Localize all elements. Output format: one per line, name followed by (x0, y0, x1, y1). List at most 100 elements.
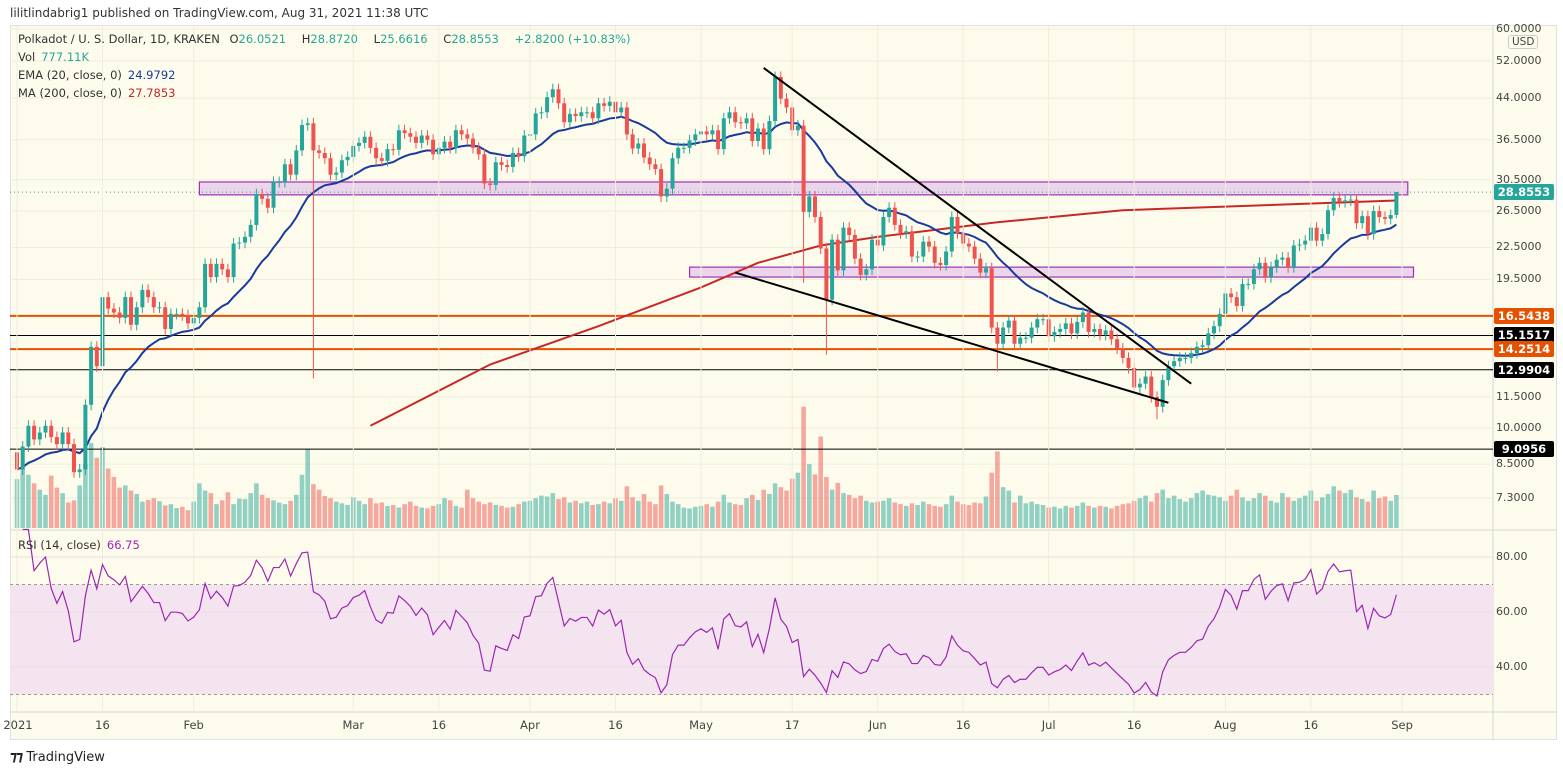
level-price-tag: 16.5438 (1494, 307, 1554, 324)
candle-body (944, 251, 949, 265)
candle-body (1183, 357, 1188, 359)
candle (693, 128, 698, 147)
candle (784, 93, 789, 114)
time-tick-label: Jul (1041, 718, 1056, 732)
volume-bar (294, 494, 299, 528)
candle (881, 211, 886, 252)
candle (72, 438, 76, 478)
candle (1200, 339, 1205, 353)
candle-body (1041, 319, 1045, 321)
volume-bar (208, 493, 214, 528)
volume-bar (476, 501, 481, 528)
candle (522, 130, 527, 162)
volume-bar (345, 505, 350, 528)
candle-body (163, 307, 168, 330)
candle-body (459, 130, 464, 135)
tradingview-logo[interactable]: ⁊⁊ TradingView (10, 749, 105, 765)
volume-bar (128, 490, 134, 528)
volume-bar (31, 483, 37, 528)
candle (379, 152, 384, 167)
volume-bar (1371, 490, 1376, 528)
legend-ema[interactable]: EMA (20, close, 0) 24.9792 (18, 68, 181, 82)
vol-label: Vol (18, 50, 36, 64)
candle-body (932, 246, 937, 263)
candle (1018, 332, 1023, 350)
currency-badge[interactable]: USD (1508, 35, 1539, 49)
candle (54, 431, 59, 450)
volume-bar (111, 476, 117, 528)
candle-body (1115, 339, 1120, 349)
volume-bar (1149, 501, 1154, 528)
candle (1109, 324, 1114, 345)
volume-bar (197, 483, 202, 528)
volume-bar (618, 500, 624, 528)
candle-body (881, 217, 886, 246)
price-tick-label: 19.5000 (1496, 272, 1542, 286)
candle (37, 426, 42, 446)
volume-bar (453, 505, 459, 528)
candle (408, 127, 413, 143)
candle-body (374, 147, 379, 159)
candle-body (921, 241, 926, 257)
time-tick-label: Apr (520, 718, 540, 732)
candle (1069, 317, 1074, 339)
candle-body (1189, 353, 1194, 358)
volume-bar (675, 504, 681, 528)
candle (168, 308, 173, 335)
candle (334, 167, 339, 181)
candle-body (129, 297, 133, 325)
candle-body (1269, 267, 1273, 278)
candle (1115, 333, 1120, 355)
candle (676, 142, 681, 164)
candle-body (955, 217, 960, 234)
volume-bar (687, 508, 692, 528)
candle (322, 147, 327, 164)
candle-body (317, 150, 322, 153)
candle (1354, 194, 1359, 229)
candle (624, 101, 629, 140)
volume-bar (1211, 495, 1217, 528)
candle-body (505, 164, 510, 167)
candle (499, 156, 504, 171)
symbol-title[interactable]: Polkadot / U. S. Dollar, 1D, KRAKEN (18, 32, 220, 46)
volume-bar (824, 476, 829, 528)
candle-body (271, 181, 276, 208)
candle-body (778, 76, 783, 99)
candle-body (1149, 376, 1154, 397)
volume-bar (1251, 498, 1257, 528)
legend-ma[interactable]: MA (200, close, 0) 27.7853 (18, 86, 182, 100)
candle-body (927, 241, 931, 247)
candle (106, 291, 111, 315)
candle (1286, 252, 1291, 273)
candle-body (807, 196, 812, 212)
candle (1080, 307, 1085, 328)
candle (20, 441, 25, 476)
candle (157, 301, 162, 313)
volume-bar (1166, 498, 1171, 528)
candle-body (727, 112, 732, 119)
candle-body (379, 158, 384, 161)
volume-bar (368, 498, 373, 528)
candle-body (1029, 327, 1034, 338)
candle-body (448, 141, 453, 148)
candle-body (26, 425, 31, 447)
candle-body (1257, 262, 1262, 270)
candle-body (60, 432, 65, 445)
legend-volume[interactable]: Vol 777.11K (18, 50, 95, 64)
candle-body (1320, 234, 1325, 241)
candle-body (972, 246, 977, 259)
candle (704, 125, 709, 140)
volume-bar (1394, 494, 1399, 528)
candle (66, 426, 71, 450)
candle (465, 128, 470, 145)
candle-body (488, 183, 493, 185)
candle-body (1331, 198, 1336, 211)
volume-bar (1092, 507, 1097, 528)
candle-body (915, 256, 920, 258)
candle-body (408, 133, 413, 137)
candle (1234, 291, 1239, 312)
volume-bar (727, 502, 732, 528)
candle (282, 158, 287, 188)
legend-rsi[interactable]: RSI (14, close) 66.75 (18, 538, 146, 552)
